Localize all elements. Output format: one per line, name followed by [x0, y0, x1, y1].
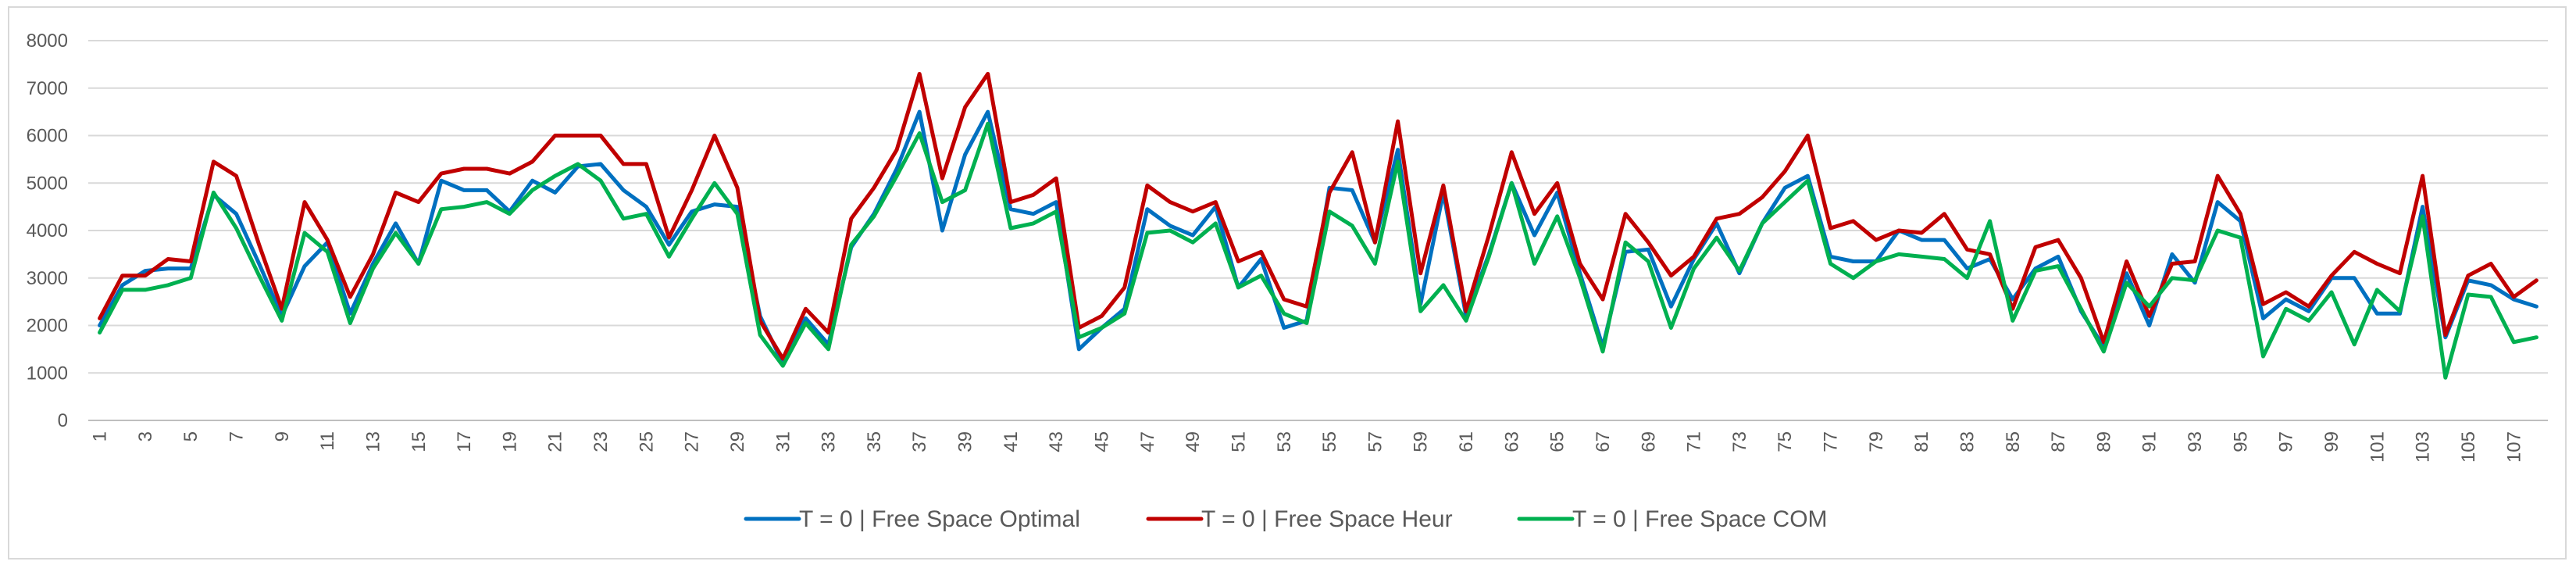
x-tick-label: 9: [272, 431, 293, 442]
x-tick-label: 17: [454, 431, 475, 452]
y-tick-label: 3000: [27, 268, 68, 289]
x-axis: 1 3 5 7 9 11 13 15 17 19 21 23 25 27 29 31 33 35 37 39 41 43 4…: [90, 431, 2525, 463]
x-tick-label: 31: [772, 431, 794, 452]
x-tick-label: 43: [1046, 431, 1067, 452]
x-tick-label: 65: [1547, 431, 1568, 452]
x-tick-label: 7: [227, 431, 248, 442]
x-tick-label: 13: [362, 431, 384, 452]
x-tick-label: 87: [2048, 431, 2069, 452]
x-tick-label: 75: [1775, 431, 1796, 452]
x-tick-label: 99: [2321, 431, 2342, 452]
x-tick-label: 93: [2185, 431, 2206, 452]
x-tick-label: 57: [1365, 431, 1386, 452]
x-tick-label: 73: [1729, 431, 1750, 452]
x-tick-label: 71: [1684, 431, 1705, 452]
y-tick-label: 7000: [27, 78, 68, 99]
x-tick-label: 95: [2230, 431, 2251, 452]
x-tick-label: 5: [180, 431, 202, 442]
x-tick-label: 29: [727, 431, 748, 452]
x-tick-label: 27: [682, 431, 703, 452]
x-tick-label: 63: [1501, 431, 1522, 452]
x-tick-label: 53: [1274, 431, 1295, 452]
x-tick-label: 25: [636, 431, 657, 452]
series-lines: [98, 72, 2539, 380]
x-tick-label: 21: [545, 431, 566, 452]
x-tick-label: 103: [2413, 431, 2434, 463]
x-tick-label: 3: [135, 431, 156, 442]
x-tick-label: 45: [1092, 431, 1113, 452]
x-tick-label: 59: [1411, 431, 1432, 452]
y-tick-label: 8000: [27, 30, 68, 52]
y-tick-label: 6000: [27, 126, 68, 147]
x-tick-label: 35: [864, 431, 885, 452]
x-tick-label: 107: [2503, 431, 2524, 463]
y-tick-label: 2000: [27, 316, 68, 337]
chart-area: [8, 6, 2567, 559]
x-tick-label: 81: [1911, 431, 1932, 452]
x-tick-label: 37: [909, 431, 930, 452]
x-tick-label: 33: [819, 431, 840, 452]
y-tick-label: 5000: [27, 173, 68, 194]
x-tick-label: 55: [1319, 431, 1340, 452]
x-tick-label: 105: [2458, 431, 2479, 463]
x-tick-label: 49: [1183, 431, 1204, 452]
x-tick-label: 41: [1001, 431, 1022, 452]
x-tick-label: 85: [2003, 431, 2024, 452]
x-tick-label: 67: [1593, 431, 1614, 452]
y-tick-label: 0: [58, 410, 68, 431]
x-tick-label: 19: [499, 431, 520, 452]
x-tick-label: 61: [1456, 431, 1477, 452]
x-tick-label: 91: [2139, 431, 2160, 452]
x-tick-label: 15: [409, 431, 430, 452]
series-line-2: [98, 72, 2539, 361]
x-tick-label: 97: [2276, 431, 2297, 452]
y-tick-label: 4000: [27, 220, 68, 241]
x-tick-label: 47: [1137, 431, 1158, 452]
x-tick-label: 77: [1821, 431, 1842, 452]
x-tick-label: 79: [1866, 431, 1887, 452]
y-tick-label: 1000: [27, 363, 68, 384]
legend-label-3: T = 0 | Free Space COM: [1572, 506, 1828, 532]
x-tick-label: 39: [955, 431, 976, 452]
series-line-3: [98, 121, 2539, 380]
x-tick-label: 1: [90, 431, 111, 442]
legend-label-2: T = 0 | Free Space Heur: [1201, 506, 1453, 532]
x-tick-label: 83: [1957, 431, 1978, 452]
x-tick-label: 101: [2367, 431, 2388, 463]
y-axis: 0 1000 2000 3000 4000 5000 6000 7000 8000: [27, 30, 68, 431]
x-tick-label: 69: [1638, 431, 1659, 452]
x-tick-label: 51: [1228, 431, 1249, 452]
legend-label-1: T = 0 | Free Space Optimal: [799, 506, 1080, 532]
x-tick-label: 23: [590, 431, 612, 452]
gridlines: [88, 40, 2548, 421]
x-tick-label: 11: [317, 431, 338, 451]
legend: T = 0 | Free Space Optimal T = 0 | Free S…: [744, 506, 1828, 532]
x-tick-label: 89: [2093, 431, 2114, 452]
